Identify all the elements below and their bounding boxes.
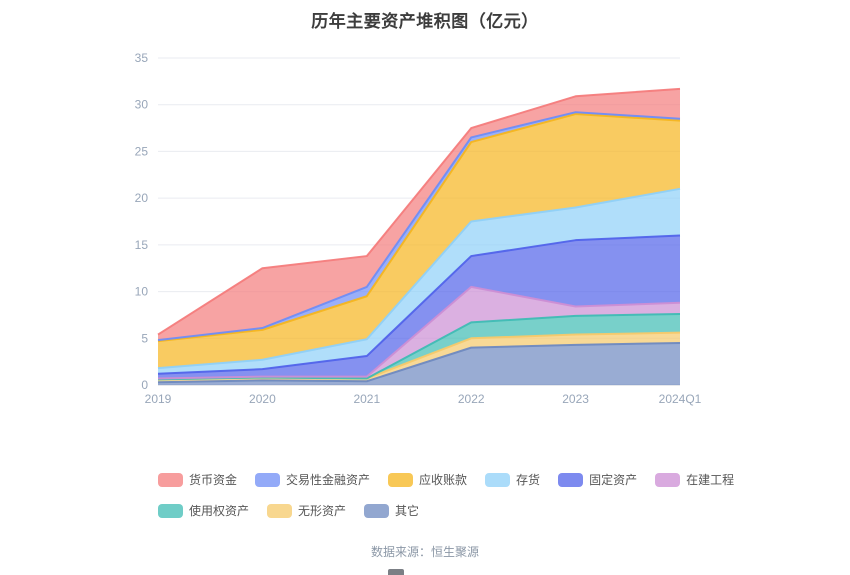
legend-swatch [255,472,281,487]
area-band [158,114,680,369]
legend-label: 货币资金 [189,473,238,487]
legend-swatch [485,472,511,487]
area-line [157,87,681,336]
legend-item-0[interactable]: 货币资金 [158,471,237,488]
legend-label: 固定资产 [589,473,638,487]
legend-swatch [158,472,183,487]
area-line [157,341,681,384]
legend-swatch [364,503,390,518]
chart-legend: 货币资金 交易性金融资产 应收账款 存货 固定资产 在建工程使用权资产 无形资产 其它 [158,471,778,533]
legend-label: 交易性金融资产 [286,473,371,487]
y-tick-label: 5 [141,331,148,345]
cutoff-text-fragment [388,569,404,575]
y-tick-label: 30 [135,98,149,112]
y-tick-label: 35 [135,51,149,65]
legend-item-1[interactable]: 交易性金融资产 [255,471,370,488]
area-line [157,111,681,342]
y-tick-label: 15 [135,238,149,252]
area-band [158,286,680,380]
legend-label: 存货 [516,473,541,487]
legend-label: 使用权资产 [189,504,250,518]
x-tick-label: 2020 [249,392,276,406]
legend-label: 应收账款 [419,473,468,487]
legend-label: 无形资产 [298,504,347,518]
y-tick-label: 0 [141,378,148,392]
y-tick-label: 20 [135,191,149,205]
legend-item-8[interactable]: 其它 [364,502,419,519]
legend-item-2[interactable]: 应收账款 [388,471,467,488]
legend-row: 货币资金 交易性金融资产 应收账款 存货 固定资产 在建工程 [158,471,778,488]
area-band [158,313,680,380]
area-band [158,342,680,385]
chart-title: 历年主要资产堆积图（亿元） [311,12,539,31]
legend-swatch [558,472,584,487]
legend-swatch [388,472,414,487]
legend-item-7[interactable]: 无形资产 [267,502,346,519]
x-tick-label: 2021 [353,392,380,406]
legend-swatch [267,503,293,518]
area-line [157,285,681,380]
legend-item-4[interactable]: 固定资产 [558,471,637,488]
legend-swatch [158,503,183,518]
legend-row: 使用权资产 无形资产 其它 [158,502,778,519]
x-tick-label: 2023 [562,392,589,406]
area-band [158,88,680,341]
legend-item-5[interactable]: 在建工程 [655,471,734,488]
legend-label: 其它 [395,504,420,518]
area-line [157,234,681,375]
legend-label: 在建工程 [686,473,735,487]
x-tick-label: 2024Q1 [659,392,702,406]
stacked-area-chart: 0 5 10 15 20 25 30 35 2019 2020 2021 2022 2023 2024Q1 [135,51,702,406]
x-tick-label: 2019 [145,392,172,406]
legend-swatch [655,472,681,487]
data-source: 数据来源：恒生聚源 [370,545,479,559]
area-line [157,113,681,343]
area-line [157,187,681,370]
legend-item-3[interactable]: 存货 [485,471,540,488]
x-tick-label: 2022 [458,392,485,406]
y-tick-label: 25 [135,144,149,158]
y-tick-label: 10 [135,285,149,299]
legend-item-6[interactable]: 使用权资产 [158,502,249,519]
